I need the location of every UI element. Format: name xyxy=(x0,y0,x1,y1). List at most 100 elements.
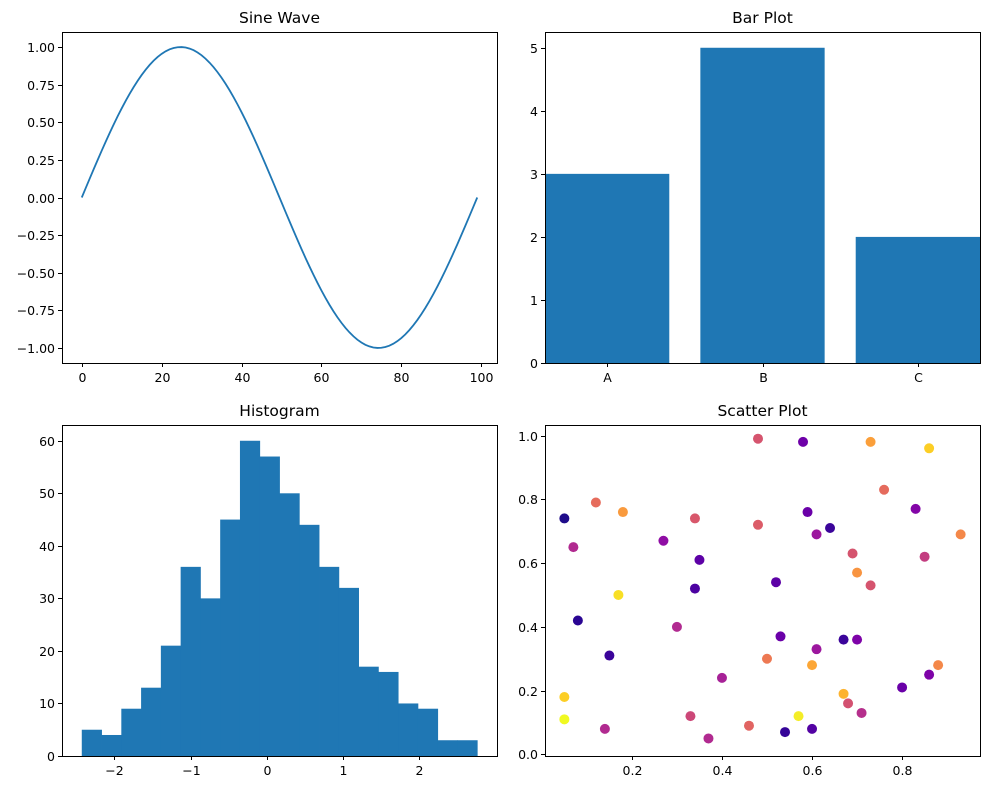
y-tick-label: 1.0 xyxy=(518,429,538,444)
y-tick-label: 0.00 xyxy=(27,191,55,206)
y-tick-label: −1.00 xyxy=(17,341,55,356)
scatter-point xyxy=(811,644,822,655)
scatter-point xyxy=(780,727,791,738)
y-tick-label: −0.50 xyxy=(17,266,55,281)
histogram-bin xyxy=(378,671,399,756)
scatter-point xyxy=(933,660,944,671)
histogram-bin xyxy=(358,666,379,756)
x-tick-label: 100 xyxy=(470,370,494,385)
bar-b xyxy=(700,47,825,364)
scatter-point xyxy=(798,436,809,447)
scatter-point xyxy=(852,634,863,645)
histogram-bin xyxy=(299,524,320,756)
y-tick-label: 4 xyxy=(530,104,538,119)
scatter-point xyxy=(658,535,669,546)
y-tick-label: 0.8 xyxy=(518,492,538,507)
sine-wave-title: Sine Wave xyxy=(239,9,320,27)
x-tick-label: 80 xyxy=(394,370,410,385)
bar-a xyxy=(545,173,670,363)
y-tick-label: 2 xyxy=(530,230,538,245)
y-tick-label: 0.50 xyxy=(27,115,55,130)
scatter-point xyxy=(897,682,908,693)
scatter-plot-chart: Scatter Plot 0.0 0.2 0.4 0.6 0.8 1.0 0.2 0.4 0.6… xyxy=(518,402,981,778)
histogram-bin xyxy=(398,703,419,756)
y-tick-label: 1.00 xyxy=(27,40,55,55)
sine-line xyxy=(80,46,479,349)
x-tick-label: −2 xyxy=(105,763,123,778)
scatter-point xyxy=(852,567,863,578)
histogram-bin xyxy=(141,687,162,756)
y-tick-label: 0 xyxy=(530,356,538,371)
scatter-point xyxy=(599,723,610,734)
axes-frame xyxy=(545,32,981,364)
y-tick-label: 1 xyxy=(530,293,538,308)
y-tick-label: 50 xyxy=(39,486,55,501)
y-tick-label: 0.75 xyxy=(27,78,55,93)
y-tick-label: 20 xyxy=(39,644,55,659)
y-tick-label: 3 xyxy=(530,167,538,182)
histogram-bin xyxy=(81,729,102,756)
scatter-point xyxy=(590,497,601,508)
x-tick-label: C xyxy=(914,370,923,385)
x-tick-label: 0.6 xyxy=(803,763,823,778)
scatter-point xyxy=(685,711,696,722)
scatter-point xyxy=(559,714,570,725)
x-tick-label: 0 xyxy=(264,763,272,778)
y-tick-label: 40 xyxy=(39,539,55,554)
histogram-bin xyxy=(259,456,280,756)
bar-c xyxy=(855,236,980,363)
scatter-point xyxy=(924,669,935,680)
scatter-point xyxy=(694,554,705,565)
x-tick-label: B xyxy=(759,370,768,385)
scatter-point xyxy=(703,733,714,744)
scatter-point xyxy=(924,443,935,454)
scatter-point xyxy=(572,615,583,626)
axes-frame xyxy=(545,425,981,757)
scatter-point xyxy=(671,621,682,632)
scatter-point xyxy=(865,436,876,447)
x-tick-label: 0.2 xyxy=(623,763,643,778)
histogram-bin xyxy=(239,440,261,756)
y-tick-label: 10 xyxy=(39,696,55,711)
histogram-bin xyxy=(457,740,478,756)
histogram-bin xyxy=(121,708,142,756)
scatter-point xyxy=(775,631,786,642)
x-tick-label: 2 xyxy=(416,763,424,778)
bar-plot-chart: Bar Plot 0 1 2 3 4 5 A B C xyxy=(530,9,981,385)
scatter-point xyxy=(689,583,700,594)
scatter-point xyxy=(762,653,773,664)
x-tick-label: 60 xyxy=(314,370,330,385)
y-tick-label: 0.0 xyxy=(518,747,538,762)
x-tick-label: −1 xyxy=(182,763,200,778)
scatter-point xyxy=(807,660,818,671)
y-tick-label: −0.75 xyxy=(17,303,55,318)
scatter-point xyxy=(613,589,624,600)
scatter-point xyxy=(743,720,754,731)
histogram-bin xyxy=(279,493,300,756)
axes-frame xyxy=(62,32,498,364)
x-tick-label: 0.4 xyxy=(713,763,733,778)
y-tick-label: 30 xyxy=(39,591,55,606)
y-tick-label: 0.4 xyxy=(518,620,538,635)
x-tick-label: 0.8 xyxy=(893,763,913,778)
scatter-point xyxy=(802,507,813,518)
histogram-bin xyxy=(417,708,439,756)
scatter-point xyxy=(910,503,921,514)
scatter-point xyxy=(838,688,849,699)
histogram-bin xyxy=(180,566,201,756)
histogram-bin xyxy=(437,740,458,756)
scatter-point xyxy=(843,698,854,709)
x-tick-label: 20 xyxy=(155,370,171,385)
scatter-point xyxy=(689,513,700,524)
y-tick-label: 0.6 xyxy=(518,556,538,571)
scatter-point xyxy=(771,577,782,588)
scatter-point xyxy=(919,551,930,562)
bar-plot-title: Bar Plot xyxy=(732,9,793,27)
scatter-point xyxy=(838,634,849,645)
scatter-plot-title: Scatter Plot xyxy=(717,402,807,420)
histogram-bin xyxy=(220,519,241,756)
scatter-point xyxy=(811,529,822,540)
histogram-title: Histogram xyxy=(239,402,319,420)
scatter-point xyxy=(955,529,966,540)
x-tick-label: 40 xyxy=(235,370,251,385)
